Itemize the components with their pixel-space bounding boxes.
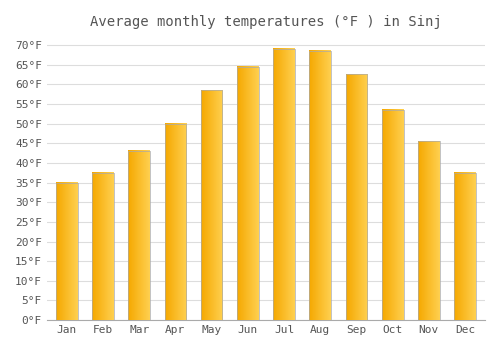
Bar xyxy=(201,90,222,320)
Bar xyxy=(92,173,114,320)
Bar xyxy=(237,66,258,320)
Bar xyxy=(310,51,331,320)
Bar xyxy=(128,151,150,320)
Bar xyxy=(56,183,78,320)
Title: Average monthly temperatures (°F ) in Sinj: Average monthly temperatures (°F ) in Si… xyxy=(90,15,442,29)
Bar xyxy=(346,75,368,320)
Bar xyxy=(418,141,440,320)
Bar xyxy=(454,173,476,320)
Bar xyxy=(382,110,404,320)
Bar xyxy=(273,49,295,320)
Bar xyxy=(164,124,186,320)
